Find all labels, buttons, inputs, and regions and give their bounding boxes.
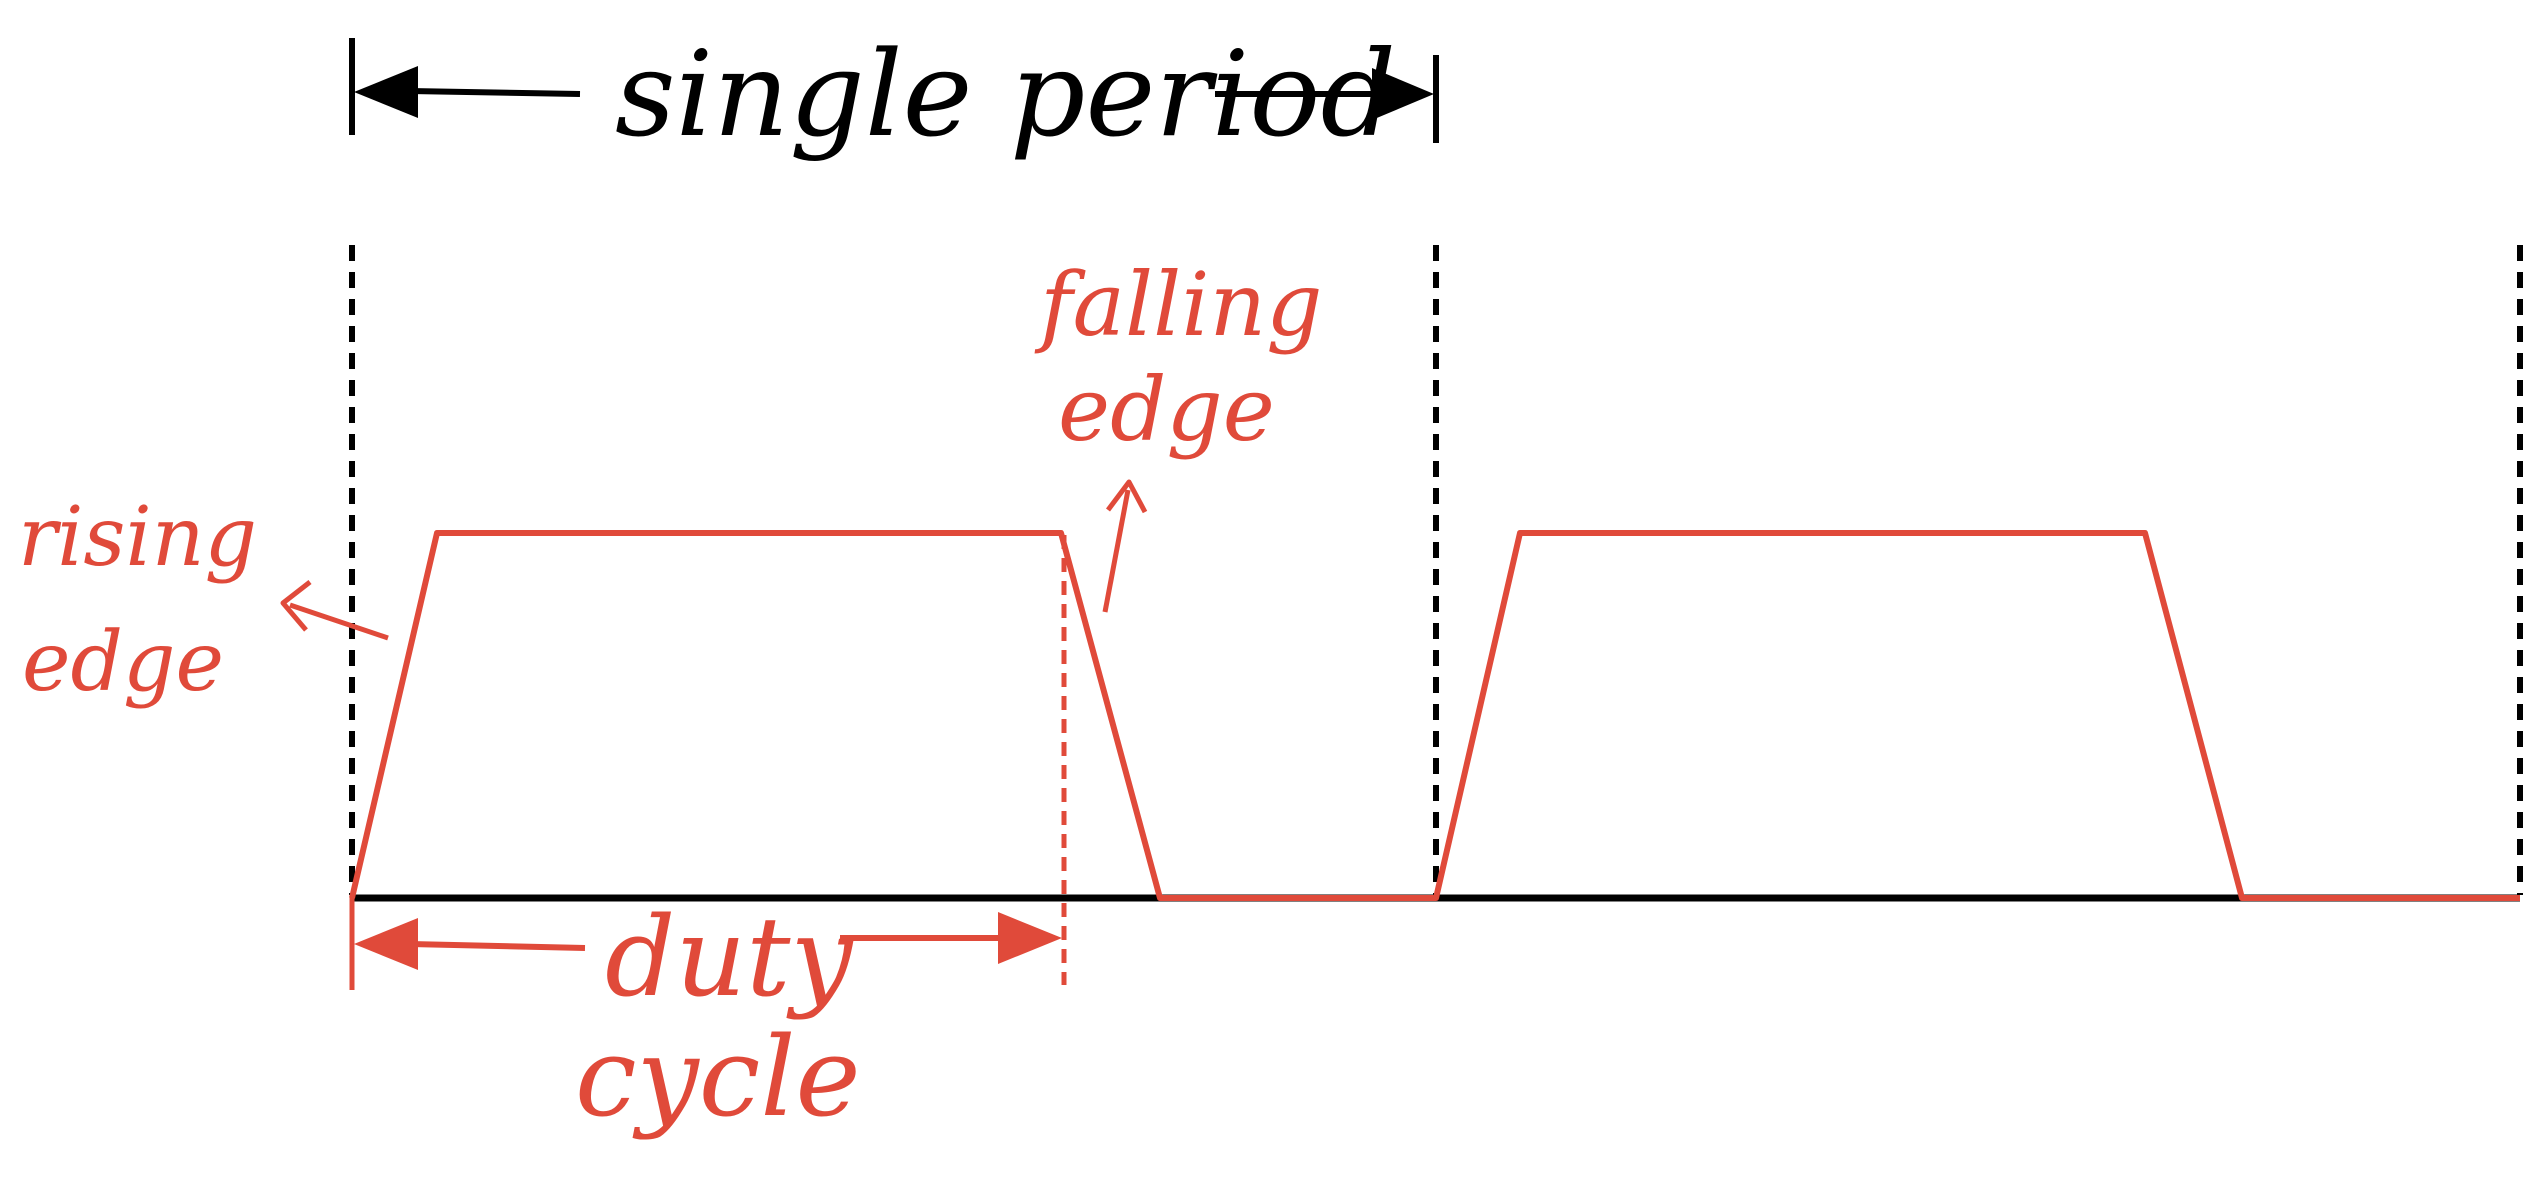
duty-cycle-dimension: duty cycle [349,893,1062,1141]
duty-cycle-label-line2: cycle [575,1013,861,1141]
duty-cycle-arrow-left-shaft [409,941,586,951]
falling-edge-label-line2: edge [1058,358,1275,461]
duty-cycle-label-line1: duty [605,893,854,1021]
arrow-left-icon [354,918,418,970]
waveform-trace [349,530,2520,901]
falling-edge-label-line1: falling [1034,253,1322,356]
falling-edge-annotation: falling edge [1034,253,1322,613]
arrow-head-icon [280,580,312,632]
single-period-arrow-left-shaft [409,88,581,97]
rising-edge-label-line2: edge [22,615,224,710]
single-period-label: single period [615,25,1396,163]
rising-edge-pointer [289,602,389,641]
rising-edge-annotation: rising edge [18,490,389,710]
arrow-left-icon [354,66,418,118]
rising-edge-label-line1: rising [18,490,257,585]
falling-edge-pointer [1102,489,1131,613]
single-period-dimension: single period [349,25,1439,163]
period-boundaries [349,245,2523,895]
arrow-right-icon [998,912,1062,964]
arrow-head-icon [1106,479,1148,514]
arrow-right-icon [1372,68,1434,120]
